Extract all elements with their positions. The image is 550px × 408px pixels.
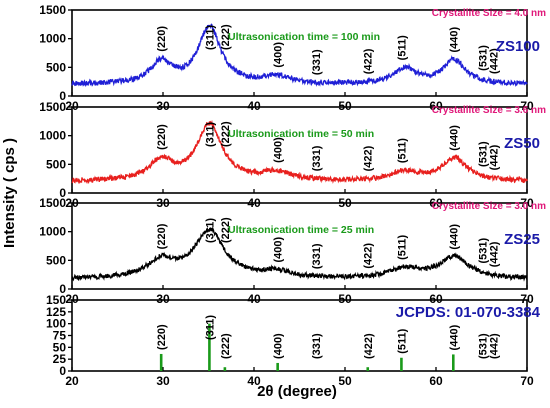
x-axis-title: 2θ (degree) — [257, 383, 337, 400]
panel-zs25-y-tick-label: 0 — [59, 282, 66, 296]
panel-zs100-x-tick-label: 70 — [520, 99, 534, 113]
panel-zs100-frame — [71, 9, 528, 97]
panel-zs50-peak-label: (511) — [396, 138, 408, 163]
panel-zs25-ultrasonication-note: Ultrasonication time = 25 min — [228, 224, 374, 236]
panel-zs100-peak-label: (400) — [273, 42, 285, 68]
panel-reference-peak-label: (222) — [220, 333, 232, 359]
panel-zs50-y-tick-label: 1000 — [39, 129, 66, 143]
panel-zs100-peak-label: (311) — [204, 25, 216, 50]
panel-zs25-peak-label: (511) — [396, 234, 408, 259]
panel-zs25-x-tick-label: 50 — [338, 292, 352, 306]
panel-zs25-y-tick-label: 1000 — [39, 225, 66, 239]
panel-zs25-peak-label: (531) — [477, 238, 489, 264]
panel-reference-peak-label: (422) — [363, 333, 375, 359]
panel-zs100-peak-label: (220) — [156, 26, 168, 52]
panel-reference-y-tick-label: 100 — [46, 317, 66, 331]
panel-reference-y-tick-label: 0 — [59, 364, 66, 378]
panel-zs100-peak-label: (222) — [220, 24, 232, 50]
panel-zs25-peak-label: (442) — [488, 241, 500, 267]
panel-zs100-peak-label: (511) — [396, 35, 408, 60]
panel-zs25-peak-label: (331) — [311, 243, 323, 269]
panel-zs50-ultrasonication-note: Ultrasonication time = 50 min — [228, 128, 374, 140]
panel-zs25-x-tick-label: 70 — [520, 292, 534, 306]
panel-zs100-x-tick-label: 20 — [65, 99, 79, 113]
panel-zs25-peak-label: (220) — [156, 223, 168, 249]
panel-reference-x-tick-label: 40 — [247, 374, 261, 388]
panel-zs100-x-tick-label: 50 — [338, 99, 352, 113]
panel-zs100-peak-label: (442) — [488, 48, 500, 74]
panel-zs25-y-tick-label: 500 — [46, 253, 66, 267]
panel-zs100-x-tick-label: 30 — [156, 99, 170, 113]
panel-reference-y-tick-label: 25 — [53, 352, 67, 366]
panel-zs25-x-tick-label: 60 — [429, 292, 443, 306]
panel-reference-peak-label: (531) — [477, 333, 489, 359]
panel-zs50-peak-label: (222) — [220, 121, 232, 147]
panel-zs50-sample-label: ZS50 — [504, 135, 540, 152]
panel-reference-peak-label: (440) — [448, 324, 460, 350]
panel-zs50-peak-label: (531) — [477, 141, 489, 167]
panel-zs100-peak-label: (422) — [363, 48, 375, 74]
panel-zs100-y-tick-label: 1500 — [39, 3, 66, 17]
panel-zs50-peak-label: (440) — [448, 125, 460, 151]
panel-zs100-y-tick-label: 0 — [59, 89, 66, 103]
panel-reference-y-tick-label: 75 — [53, 329, 67, 343]
panel-reference-peak-label: (311) — [204, 315, 216, 340]
panel-zs100-y-tick-label: 1000 — [39, 32, 66, 46]
panel-reference-peak-label: (400) — [273, 333, 285, 359]
panel-zs100-x-tick-label: 60 — [429, 99, 443, 113]
panel-reference-y-tick-label: 150 — [46, 293, 66, 307]
panel-reference-x-tick-label: 30 — [156, 374, 170, 388]
panel-zs25-x-tick-label: 40 — [247, 292, 261, 306]
panel-reference-peak-label: (331) — [311, 333, 323, 359]
panel-zs50-pattern — [71, 119, 528, 185]
panel-zs100-x-tick-label: 40 — [247, 99, 261, 113]
panel-zs100-pattern — [71, 23, 528, 88]
panel-zs25-peak-label: (222) — [220, 217, 232, 243]
panel-zs50-peak-label: (331) — [311, 145, 323, 171]
panel-zs50-peak-label: (400) — [273, 137, 285, 163]
panel-zs25-peak-label: (311) — [204, 218, 216, 243]
panel-zs25-frame — [71, 202, 528, 290]
panel-zs100-peak-label: (331) — [311, 49, 323, 75]
panel-zs50-y-tick-label: 500 — [46, 157, 66, 171]
panel-reference-y-tick-label: 125 — [46, 305, 66, 319]
panel-zs100-y-tick-label: 500 — [46, 60, 66, 74]
panel-zs100-ultrasonication-note: Ultrasonication time = 100 min — [228, 31, 380, 43]
panel-zs25-x-tick-label: 20 — [65, 292, 79, 306]
panel-zs50-peak-label: (422) — [363, 145, 375, 171]
panel-zs50-peak-label: (311) — [204, 122, 216, 147]
panel-zs25-peak-label: (400) — [273, 236, 285, 262]
panel-zs50-peak-label: (442) — [488, 144, 500, 170]
panel-reference-x-tick-label: 70 — [520, 374, 534, 388]
panel-reference-x-tick-label: 50 — [338, 374, 352, 388]
panel-zs50-crystallite-size: Crystallite Size = 3.6 nm — [432, 105, 546, 116]
panel-zs50-frame — [71, 106, 528, 194]
panel-reference-y-tick-label: 50 — [53, 340, 67, 354]
panel-zs25-crystallite-size: Crystallite Size = 3.0 nm — [432, 201, 546, 212]
panel-zs100-peak-label: (440) — [448, 26, 460, 52]
panel-zs25-sample-label: ZS25 — [504, 231, 540, 248]
panel-zs25-peak-label: (440) — [448, 224, 460, 250]
panel-zs25-peak-label: (422) — [363, 243, 375, 269]
panel-reference-peak-label: (511) — [396, 328, 408, 353]
panel-zs100-crystallite-size: Crystallite Size = 4.0 nm — [432, 8, 546, 19]
panel-zs50-y-tick-label: 0 — [59, 186, 66, 200]
panel-reference-x-tick-label: 20 — [65, 374, 79, 388]
panel-zs25-x-tick-label: 30 — [156, 292, 170, 306]
panel-zs50-y-tick-label: 1500 — [39, 100, 66, 114]
y-axis-title: Intensity ( cps ) — [1, 138, 18, 248]
panel-zs25-y-tick-label: 1500 — [39, 196, 66, 210]
panel-reference-peak-label: (220) — [156, 324, 168, 350]
panel-reference-peak-label: (442) — [488, 333, 500, 359]
panel-zs100-peak-label: (531) — [477, 45, 489, 71]
panel-reference-x-tick-label: 60 — [429, 374, 443, 388]
panel-zs100-sample-label: ZS100 — [496, 38, 540, 55]
panel-zs50-peak-label: (220) — [156, 124, 168, 150]
panel-zs25-pattern — [71, 226, 528, 282]
reference-jcpds-label: JCPDS: 01-070-3384 — [396, 304, 541, 321]
